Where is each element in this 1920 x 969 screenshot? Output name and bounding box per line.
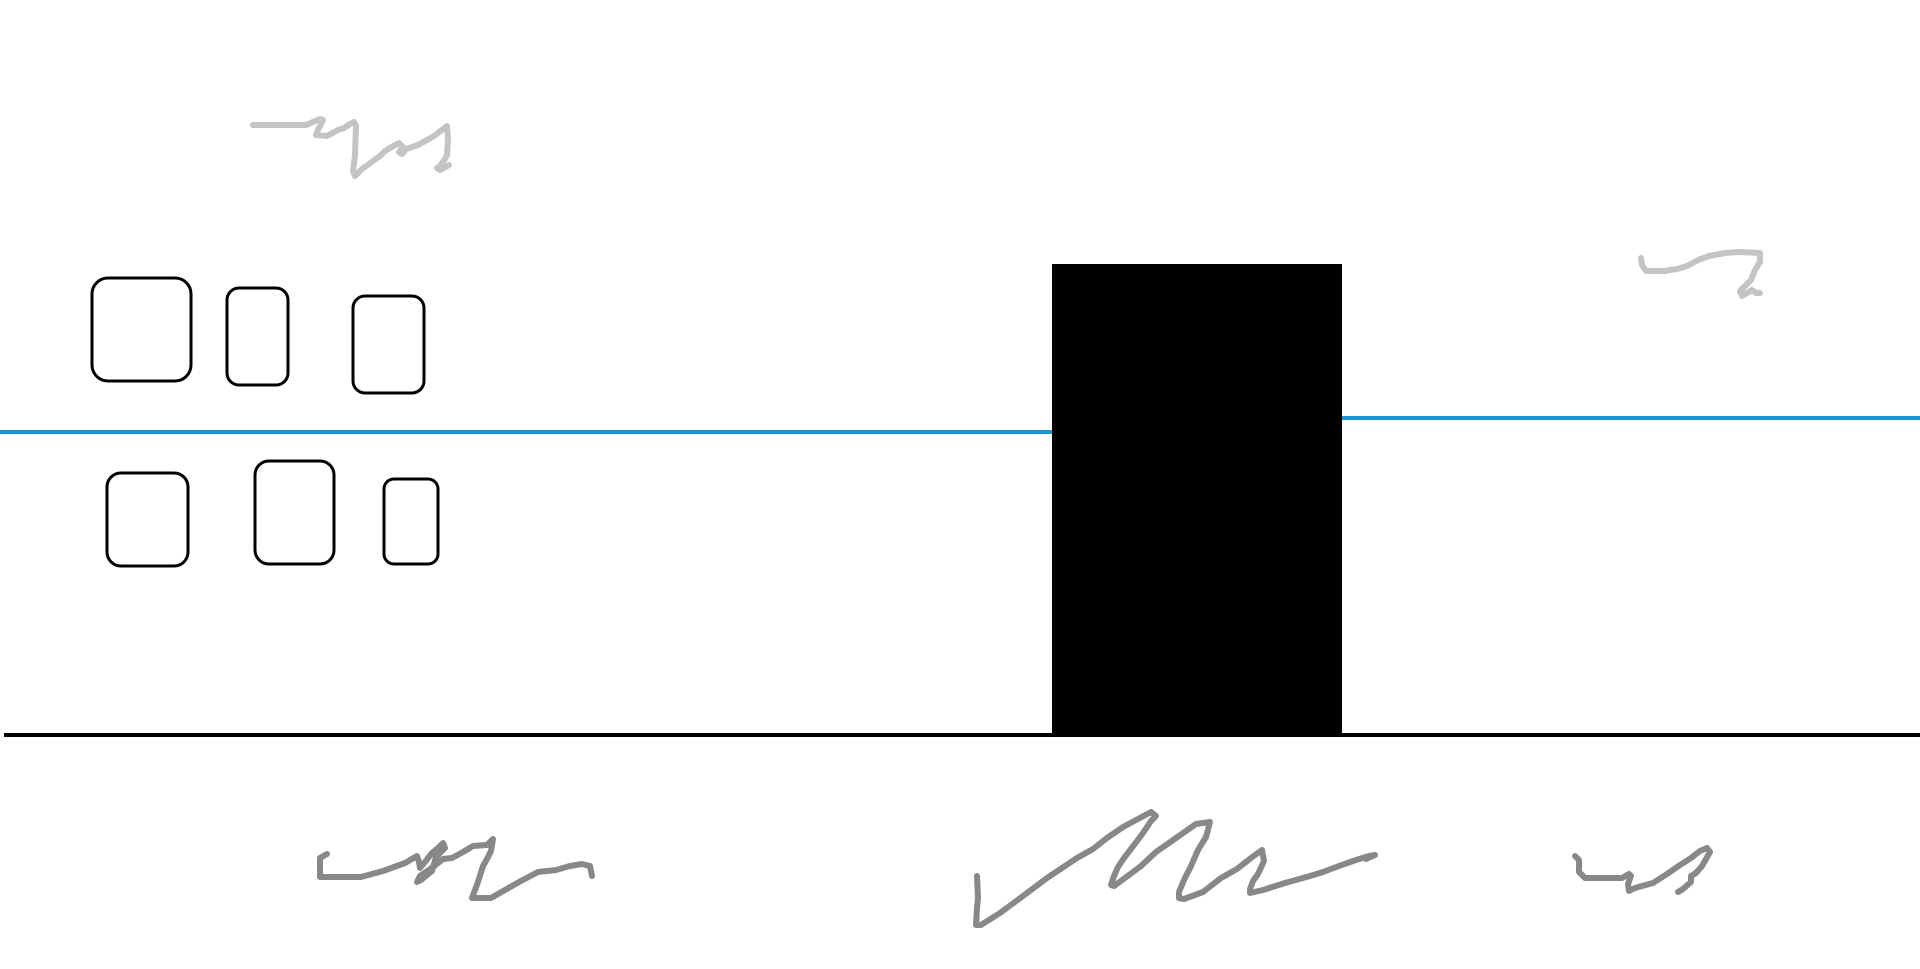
outlined-block-bottom-1 <box>105 471 190 568</box>
scribble-right-label <box>1638 249 1763 299</box>
scribble-caption-right <box>1572 845 1713 895</box>
scribble-title <box>250 116 452 179</box>
outlined-block-top-2 <box>225 286 290 387</box>
outlined-block-bottom-2 <box>253 459 336 566</box>
solid-block <box>1052 264 1342 735</box>
outlined-block-top-3 <box>351 294 426 395</box>
outlined-block-bottom-3 <box>382 477 440 566</box>
outlined-block-top-1 <box>90 276 193 383</box>
scribble-caption-center <box>973 809 1378 928</box>
scribble-caption-left <box>317 836 595 901</box>
